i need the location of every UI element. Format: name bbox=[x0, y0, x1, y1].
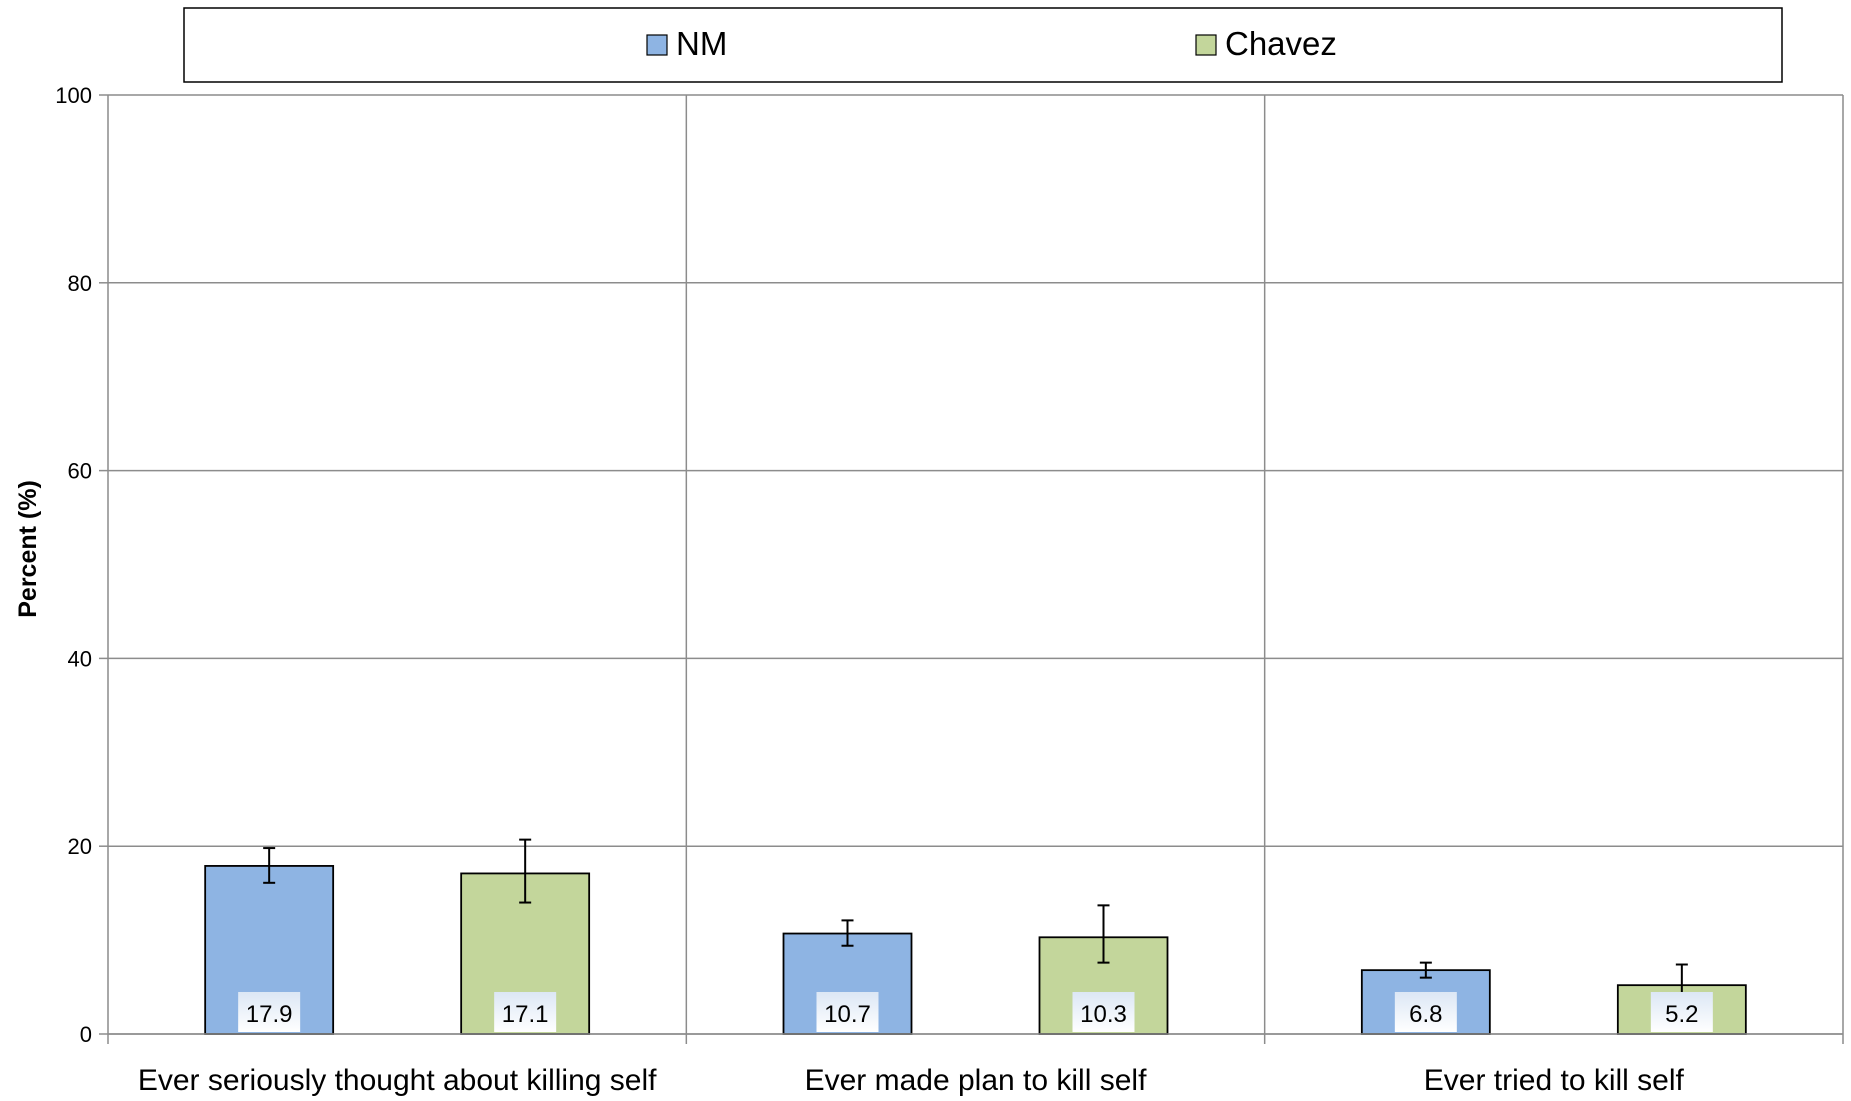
y-tick-label: 20 bbox=[68, 834, 92, 859]
legend-box bbox=[183, 7, 1783, 83]
legend-swatch-chavez bbox=[1195, 34, 1217, 56]
data-label: 10.7 bbox=[824, 1001, 871, 1028]
data-label: 5.2 bbox=[1665, 1001, 1698, 1028]
legend-label-nm: NM bbox=[676, 25, 727, 62]
data-label-bg bbox=[816, 992, 879, 1032]
data-label-bg bbox=[494, 992, 557, 1032]
legend: NM Chavez bbox=[183, 7, 1783, 83]
data-label: 10.3 bbox=[1080, 1001, 1127, 1028]
x-category-label: Ever made plan to kill self bbox=[805, 1064, 1147, 1097]
legend-label-chavez: Chavez bbox=[1225, 25, 1337, 62]
y-tick-label: 60 bbox=[68, 459, 92, 484]
data-label-bg bbox=[1650, 992, 1713, 1032]
y-tick-label: 0 bbox=[80, 1022, 92, 1047]
y-tick-label: 80 bbox=[68, 271, 92, 296]
data-label-bg bbox=[1072, 992, 1135, 1032]
legend-swatch-nm bbox=[646, 34, 668, 56]
y-axis-label: Percent (%) bbox=[14, 480, 42, 618]
x-category-label: Ever seriously thought about killing sel… bbox=[138, 1064, 657, 1097]
x-category-label: Ever tried to kill self bbox=[1424, 1064, 1685, 1097]
data-label: 17.1 bbox=[502, 1001, 549, 1028]
data-label: 6.8 bbox=[1409, 1001, 1442, 1028]
axes: 0 20 40 60 80 100 Ever seriously thought about… bbox=[55, 83, 1843, 1097]
y-tick-label: 100 bbox=[55, 83, 92, 108]
data-label-bg bbox=[1394, 992, 1457, 1032]
y-tick-label: 40 bbox=[68, 646, 92, 671]
data-label: 17.9 bbox=[246, 1001, 293, 1028]
gridlines bbox=[108, 94, 1844, 1044]
data-label-bg bbox=[238, 992, 301, 1032]
bars: 17.9 10.7 6.8 17.1 10.3 5.2 bbox=[204, 838, 1747, 1035]
